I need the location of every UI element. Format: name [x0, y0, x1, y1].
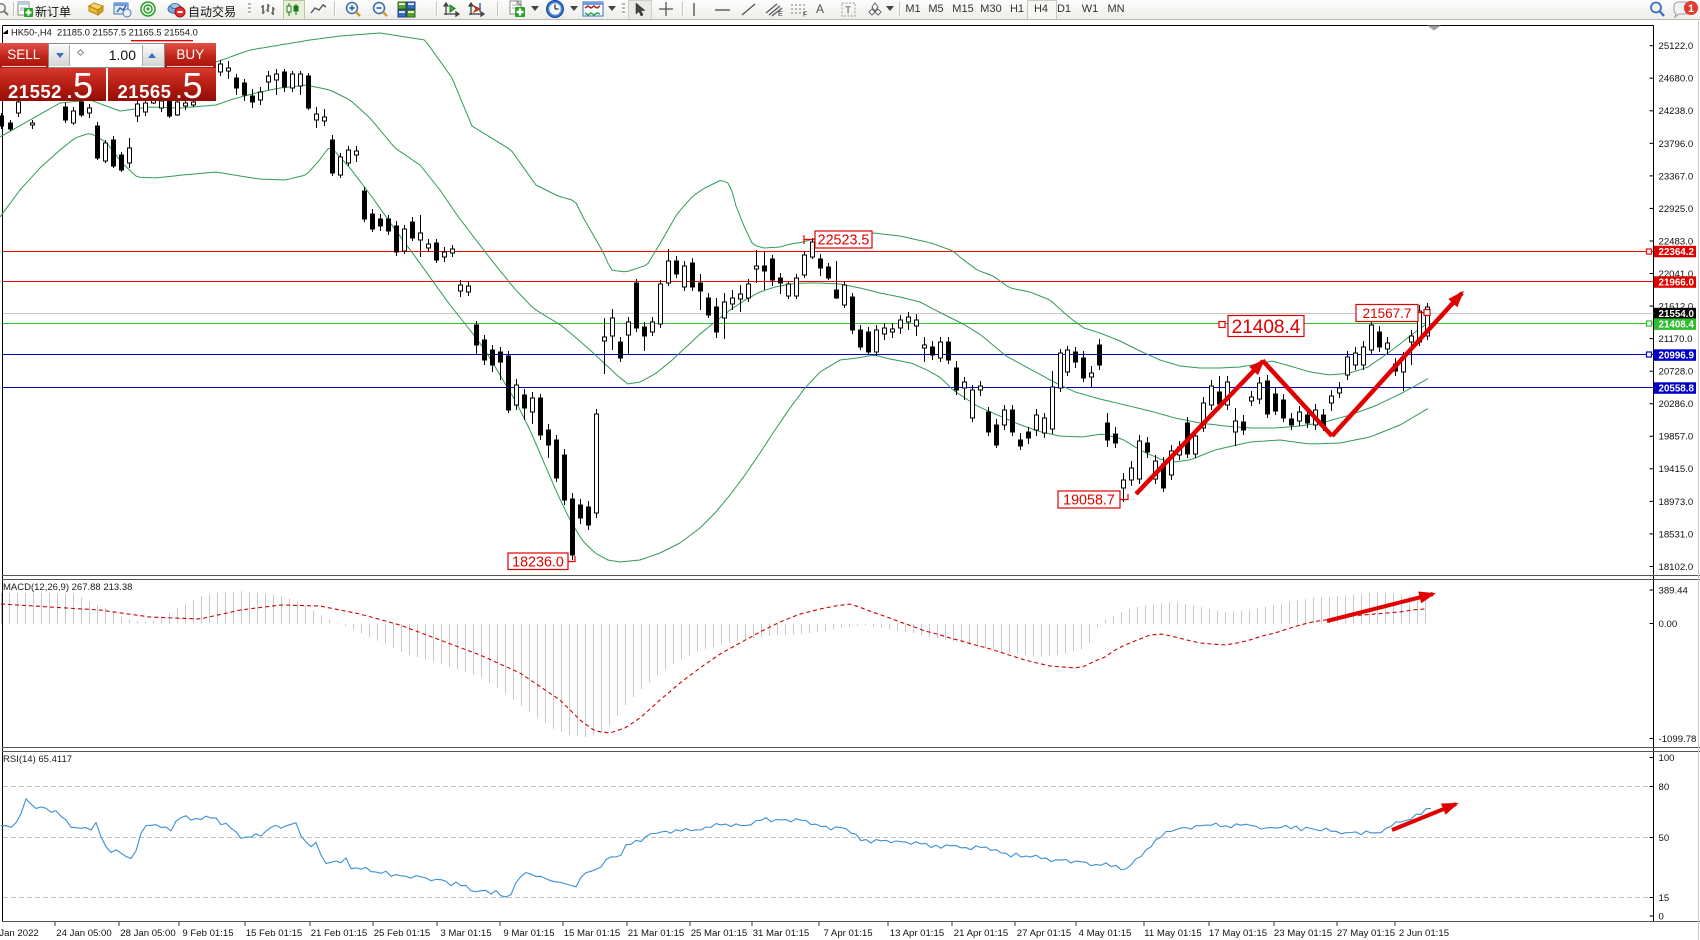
svg-text:20728.0: 20728.0 — [1659, 367, 1694, 378]
svg-text:7 Apr 01:15: 7 Apr 01:15 — [823, 928, 872, 939]
svg-text:23796.0: 23796.0 — [1659, 139, 1694, 150]
svg-text:22364.2: 22364.2 — [1659, 247, 1695, 258]
svg-text:27 Apr 01:15: 27 Apr 01:15 — [1017, 928, 1071, 939]
svg-text:21 Mar 01:15: 21 Mar 01:15 — [628, 928, 685, 939]
svg-text:9 Feb 01:15: 9 Feb 01:15 — [182, 928, 233, 939]
svg-text:20286.0: 20286.0 — [1659, 399, 1694, 410]
svg-text:11 May 01:15: 11 May 01:15 — [1144, 928, 1201, 939]
svg-text:15 Mar 01:15: 15 Mar 01:15 — [564, 928, 621, 939]
svg-text:2 Jun 01:15: 2 Jun 01:15 — [1399, 928, 1449, 939]
svg-text:0: 0 — [1659, 911, 1664, 922]
svg-text:0.00: 0.00 — [1659, 619, 1678, 630]
svg-text:19415.0: 19415.0 — [1659, 464, 1694, 475]
svg-text:1: 1 — [1688, 3, 1694, 15]
svg-text:31 Mar 01:15: 31 Mar 01:15 — [753, 928, 810, 939]
svg-text:21966.0: 21966.0 — [1659, 277, 1695, 288]
svg-text:22483.0: 22483.0 — [1659, 236, 1694, 247]
svg-text:9 Mar 01:15: 9 Mar 01:15 — [503, 928, 554, 939]
svg-text:18973.0: 18973.0 — [1659, 497, 1694, 508]
svg-text:25122.0: 25122.0 — [1659, 41, 1694, 52]
svg-text:100: 100 — [1659, 753, 1675, 764]
svg-text:25 Feb 01:15: 25 Feb 01:15 — [374, 928, 431, 939]
svg-text:18531.0: 18531.0 — [1659, 529, 1694, 540]
svg-text:25 Mar 01:15: 25 Mar 01:15 — [691, 928, 748, 939]
svg-text:50: 50 — [1659, 833, 1670, 844]
svg-text:13 Apr 01:15: 13 Apr 01:15 — [890, 928, 944, 939]
svg-text:HK50-,H4 21185.0 21557.5 2116: HK50-,H4 21185.0 21557.5 21165.5 21554.0 — [11, 28, 198, 38]
svg-text:18236.0: 18236.0 — [512, 554, 564, 570]
svg-text:22523.5: 22523.5 — [818, 233, 870, 249]
svg-text:RSI(14) 65.4117: RSI(14) 65.4117 — [3, 754, 72, 765]
svg-text:19058.7: 19058.7 — [1063, 493, 1115, 509]
svg-text:21554.0: 21554.0 — [1659, 309, 1695, 320]
svg-text:18102.0: 18102.0 — [1659, 562, 1694, 573]
svg-text:389.44: 389.44 — [1659, 585, 1689, 596]
svg-text:20996.9: 20996.9 — [1659, 350, 1695, 361]
svg-text:23367.0: 23367.0 — [1659, 171, 1694, 182]
svg-text:F: F — [803, 12, 807, 18]
svg-text:21408.4: 21408.4 — [1659, 320, 1695, 331]
svg-text:-1099.78: -1099.78 — [1659, 734, 1697, 745]
svg-text:17 May 01:15: 17 May 01:15 — [1209, 928, 1267, 939]
svg-text:27 May 01:15: 27 May 01:15 — [1337, 928, 1395, 939]
svg-text:24 Jan 05:00: 24 Jan 05:00 — [56, 928, 111, 939]
svg-text:3 Jan 2022: 3 Jan 2022 — [0, 928, 39, 939]
svg-text:80: 80 — [1659, 782, 1670, 793]
svg-text:21408.4: 21408.4 — [1232, 317, 1301, 338]
svg-text:21612.0: 21612.0 — [1659, 302, 1694, 313]
svg-text:21 Apr 01:15: 21 Apr 01:15 — [954, 928, 1008, 939]
svg-text:MACD(12,26,9) 267.88 213.38: MACD(12,26,9) 267.88 213.38 — [3, 582, 132, 593]
svg-text:4 May 01:15: 4 May 01:15 — [1079, 928, 1132, 939]
svg-text:3 Mar 01:15: 3 Mar 01:15 — [440, 928, 491, 939]
svg-text:21 Feb 01:15: 21 Feb 01:15 — [311, 928, 368, 939]
svg-text:23 May 01:15: 23 May 01:15 — [1274, 928, 1332, 939]
svg-text:15: 15 — [1659, 893, 1670, 904]
svg-text:19857.0: 19857.0 — [1659, 432, 1694, 443]
svg-text:22041.0: 22041.0 — [1659, 269, 1694, 280]
svg-text:24680.0: 24680.0 — [1659, 74, 1694, 85]
svg-text:T: T — [845, 6, 851, 17]
svg-text:22925.0: 22925.0 — [1659, 204, 1694, 215]
svg-text:21567.7: 21567.7 — [1363, 306, 1412, 321]
svg-text:21170.0: 21170.0 — [1659, 334, 1693, 345]
svg-text:24238.0: 24238.0 — [1659, 106, 1694, 117]
svg-text:15 Feb 01:15: 15 Feb 01:15 — [246, 928, 303, 939]
svg-text:20558.8: 20558.8 — [1659, 383, 1695, 394]
svg-text:E: E — [778, 11, 783, 17]
svg-text:28 Jan 05:00: 28 Jan 05:00 — [120, 928, 175, 939]
